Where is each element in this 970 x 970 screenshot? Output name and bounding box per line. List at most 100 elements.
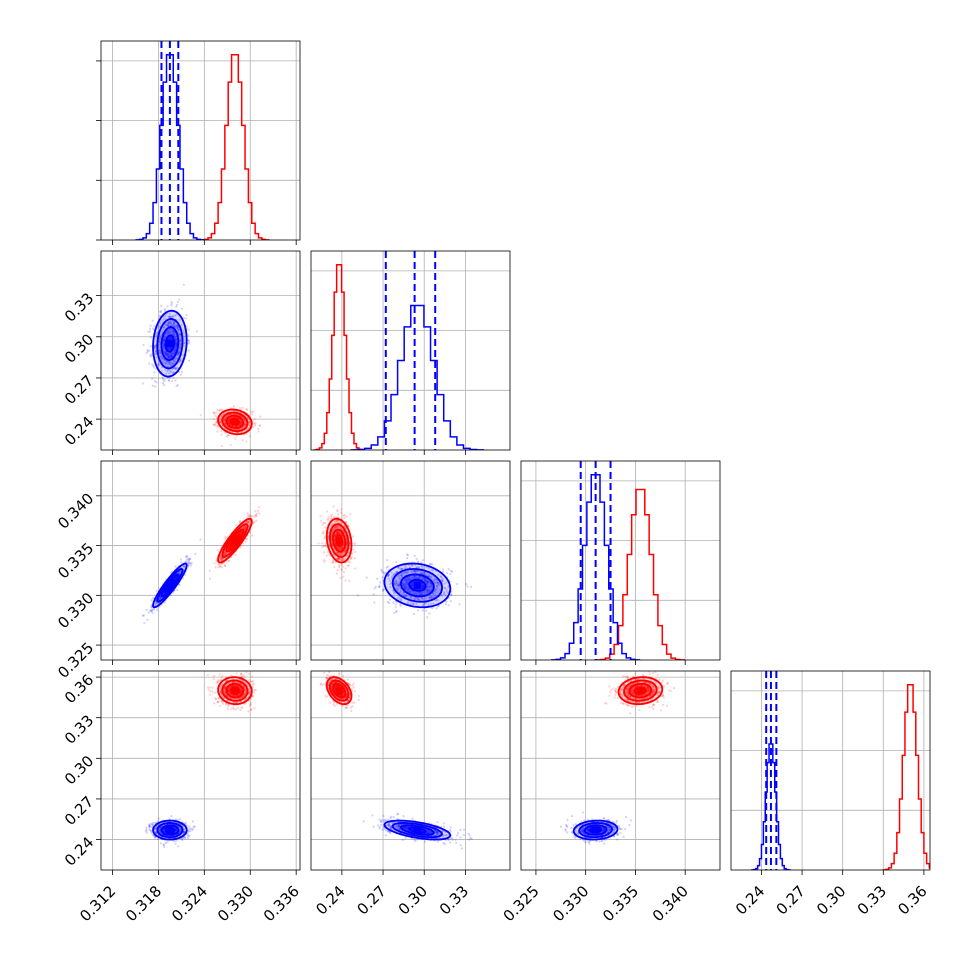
contour-blue (391, 568, 443, 603)
scatter-point (404, 587, 407, 591)
scatter-point (187, 558, 190, 561)
scatter-point (159, 355, 162, 359)
scatter-point (409, 595, 412, 598)
scatter-point (255, 519, 258, 522)
scatter-point (148, 327, 152, 331)
scatter-point (158, 597, 162, 600)
scatter-point (342, 559, 345, 562)
panel-0-0 (96, 40, 301, 245)
scatter-point (423, 602, 426, 605)
scatter-point (176, 352, 180, 355)
contour-red (221, 411, 249, 433)
scatter-point (155, 602, 158, 605)
scatter-point (237, 431, 240, 434)
scatter-point (393, 592, 396, 595)
scatter-point (167, 323, 170, 326)
scatter-point (435, 585, 438, 588)
scatter-point (187, 561, 191, 564)
scatter-point (239, 689, 242, 692)
scatter-point (330, 513, 334, 516)
scatter-point (352, 535, 355, 538)
scatter-point (445, 600, 448, 603)
scatter-point (413, 569, 416, 572)
scatter-point (344, 549, 347, 552)
scatter-point (228, 547, 231, 550)
scatter-point (246, 538, 249, 541)
scatter-point (393, 591, 396, 594)
scatter-point (217, 566, 220, 569)
scatter-point (159, 596, 162, 599)
scatter-point (336, 525, 339, 528)
scatter-point (248, 519, 251, 522)
scatter-point (337, 557, 340, 560)
scatter-point (340, 568, 343, 571)
scatter-point (248, 689, 251, 692)
scatter-point (394, 571, 398, 574)
scatter-point (172, 376, 175, 379)
scatter-point (223, 418, 226, 422)
scatter-point (161, 376, 164, 379)
scatter-point (403, 584, 406, 587)
scatter-point (429, 576, 432, 579)
scatter-point (224, 703, 228, 706)
scatter-point (428, 563, 432, 566)
scatter-point (427, 589, 431, 592)
scatter-point (245, 671, 248, 674)
panel-frame (100, 250, 301, 451)
scatter-point (416, 560, 420, 563)
scatter-point (411, 576, 414, 579)
scatter-point (340, 511, 343, 515)
scatter-point (164, 351, 167, 354)
scatter-point (162, 344, 165, 348)
contour-blue (160, 326, 180, 362)
scatter-point (209, 690, 212, 693)
scatter-point (437, 581, 440, 584)
scatter-point (252, 410, 255, 413)
scatter-point (172, 333, 175, 336)
scatter-point (224, 422, 227, 426)
scatter-point (322, 521, 325, 524)
scatter-point (244, 423, 247, 426)
scatter-point (239, 691, 242, 694)
scatter-point (420, 596, 424, 600)
scatter-point (442, 568, 445, 571)
scatter-point (422, 604, 425, 607)
scatter-point (428, 596, 431, 600)
scatter-point (395, 570, 399, 573)
scatter-point (435, 588, 438, 592)
scatter-point (384, 571, 387, 574)
scatter-point (243, 693, 247, 696)
scatter-point (226, 705, 229, 708)
scatter-point (336, 532, 339, 535)
scatter-point (449, 572, 452, 576)
scatter-point (176, 327, 179, 330)
scatter-point (337, 532, 340, 535)
scatter-point (254, 422, 257, 425)
scatter-point (248, 672, 251, 675)
scatter-point (417, 597, 420, 601)
scatter-point (246, 520, 250, 523)
scatter-point (258, 512, 261, 515)
scatter-point (225, 693, 228, 696)
scatter-point (227, 419, 230, 422)
scatter-point (322, 545, 325, 548)
scatter-point (340, 558, 343, 562)
y-tick-label: 0.30 (61, 330, 97, 366)
scatter-point (337, 552, 340, 556)
scatter-point (253, 515, 256, 518)
scatter-point (413, 597, 416, 601)
scatter-point (215, 681, 218, 684)
scatter-point (405, 553, 409, 556)
scatter-point (390, 571, 393, 574)
scatter-point (167, 352, 170, 356)
scatter-point (226, 683, 229, 686)
scatter-point (393, 582, 397, 585)
scatter-point (323, 560, 326, 563)
scatter-point (343, 516, 346, 520)
scatter-point (420, 572, 423, 575)
scatter-point (464, 583, 468, 586)
scatter-point (172, 323, 175, 327)
scatter-point (158, 341, 161, 344)
scatter-point (388, 598, 392, 601)
scatter-point (167, 331, 170, 334)
